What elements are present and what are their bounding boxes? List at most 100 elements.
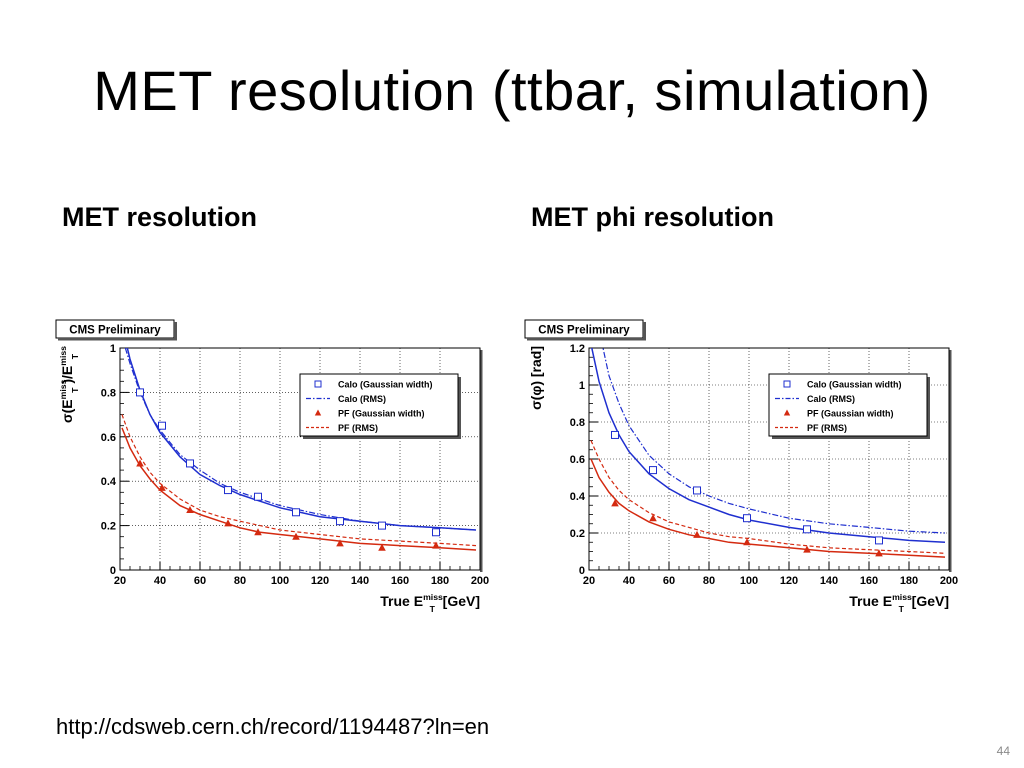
y-tick-label: 0.6: [101, 432, 116, 444]
pf-gaussian-point: [875, 549, 883, 557]
y-tick-label: 1: [110, 343, 116, 355]
legend-label: PF (RMS): [807, 423, 847, 433]
pf-gaussian-point: [136, 459, 144, 467]
x-tick-label: 40: [623, 575, 635, 587]
x-tick-label: 40: [154, 575, 166, 587]
y-axis-title: σ(φ) [rad]: [528, 346, 544, 410]
subtitle-met-resolution: MET resolution: [62, 202, 257, 232]
pf-gaussian-point: [803, 545, 811, 553]
axes: 20 40 60 80 100 120 140 160 180 200 0 0.2 0.4 0.6 0.8 1…: [570, 343, 958, 587]
met-phi-resolution-plot: CMS Preliminary 20 40 60 80 100 120 140 160 180 20…: [521, 318, 961, 618]
x-tick-label: 100: [271, 575, 289, 587]
axes: 20 40 60 80 100 120 140 160 180 200 0 0.2 0.4 0.6 0.8 1: [101, 343, 489, 587]
x-axis-title: True Emiss T [GeV]: [380, 592, 480, 614]
y-tick-label: 0: [110, 565, 116, 577]
legend-marker-square: [783, 380, 791, 388]
legend-label: PF (RMS): [338, 423, 378, 433]
x-tick-label: 200: [471, 575, 489, 587]
legend-label: PF (Gaussian width): [338, 409, 425, 419]
y-tick-label: 0.8: [570, 417, 585, 429]
legend-label: Calo (Gaussian width): [338, 380, 433, 390]
calo-gaussian-point: [186, 459, 194, 468]
pf-gaussian-point: [693, 530, 701, 538]
y-tick-label: 0.6: [570, 454, 585, 466]
legend: Calo (Gaussian width) Calo (RMS) PF (Gauss…: [299, 373, 461, 439]
calo-gaussian-point: [649, 466, 657, 475]
pf-gaussian-point: [292, 532, 300, 540]
fit-curve: [591, 348, 946, 544]
series-line-calo-rms-: [602, 348, 946, 534]
x-tick-label: 60: [194, 575, 206, 587]
legend-marker-square: [314, 380, 322, 388]
calo-gaussian-point: [136, 388, 144, 397]
x-tick-label: 160: [391, 575, 409, 587]
badge-shadow: [58, 338, 177, 341]
slide-number: 44: [996, 744, 1010, 758]
legend-label: PF (Gaussian width): [807, 409, 894, 419]
x-tick-label: 160: [860, 575, 878, 587]
badge-text: CMS Preliminary: [538, 325, 630, 337]
pf-gaussian-point: [432, 541, 440, 549]
frame-shadow: [480, 350, 483, 572]
series-line-pf-rms-: [121, 414, 477, 547]
calo-gaussian-point: [158, 421, 166, 430]
legend-label: Calo (RMS): [338, 394, 386, 404]
x-tick-label: 60: [663, 575, 675, 587]
pf-gaussian-point: [186, 506, 194, 514]
pf-gaussian-point: [254, 528, 262, 536]
x-axis-title: True Emiss T [GeV]: [849, 592, 949, 614]
y-tick-label: 0: [579, 565, 585, 577]
x-tick-label: 20: [114, 575, 126, 587]
legend-label: Calo (RMS): [807, 394, 855, 404]
subtitle-met-phi-resolution: MET phi resolution: [531, 202, 774, 232]
x-tick-label: 20: [583, 575, 595, 587]
legend-marker-triangle: [314, 409, 322, 416]
badge-shadow: [527, 338, 646, 341]
calo-gaussian-point: [336, 517, 344, 526]
pf-gaussian-point: [611, 499, 619, 507]
y-tick-label: 0.2: [570, 528, 585, 540]
y-tick-label: 0.2: [101, 521, 116, 533]
plot-area: [590, 348, 946, 558]
cms-preliminary-badge: CMS Preliminary: [55, 319, 177, 341]
slide-title: MET resolution (ttbar, simulation): [93, 59, 931, 122]
x-tick-label: 80: [703, 575, 715, 587]
calo-gaussian-point: [378, 521, 386, 530]
plot-area: [121, 348, 477, 551]
y-tick-label: 0.4: [101, 476, 117, 488]
x-tick-label: 200: [940, 575, 958, 587]
calo-gaussian-point: [693, 486, 701, 495]
x-tick-label: 180: [431, 575, 449, 587]
x-tick-label: 120: [780, 575, 798, 587]
pf-gaussian-point: [336, 539, 344, 547]
cms-preliminary-badge: CMS Preliminary: [524, 319, 646, 341]
legend-label: Calo (Gaussian width): [807, 380, 902, 390]
calo-gaussian-point: [254, 492, 262, 501]
source-link[interactable]: http://cdsweb.cern.ch/record/1194487?ln=…: [56, 714, 490, 739]
x-tick-label: 80: [234, 575, 246, 587]
x-tick-label: 120: [311, 575, 329, 587]
frame-shadow: [949, 350, 952, 572]
x-tick-label: 180: [900, 575, 918, 587]
pf-gaussian-point: [158, 483, 166, 491]
legend-box: [768, 373, 928, 437]
y-tick-label: 1: [579, 380, 585, 392]
badge-shadow: [174, 322, 177, 340]
y-axis-title: σ(Emiss T )/Emiss T: [58, 346, 80, 423]
y-tick-label: 1.2: [570, 343, 585, 355]
calo-gaussian-point: [611, 430, 619, 439]
pf-gaussian-point: [649, 514, 657, 522]
legend-marker-triangle: [783, 409, 791, 416]
calo-gaussian-point: [803, 525, 811, 534]
pf-gaussian-point: [378, 543, 386, 551]
calo-gaussian-point: [743, 514, 751, 523]
badge-text: CMS Preliminary: [69, 325, 161, 337]
y-tick-label: 0.4: [570, 491, 586, 503]
calo-gaussian-point: [224, 486, 232, 495]
calo-gaussian-point: [432, 528, 440, 537]
x-tick-label: 140: [820, 575, 838, 587]
pf-gaussian-point: [743, 538, 751, 546]
calo-gaussian-point: [875, 536, 883, 545]
